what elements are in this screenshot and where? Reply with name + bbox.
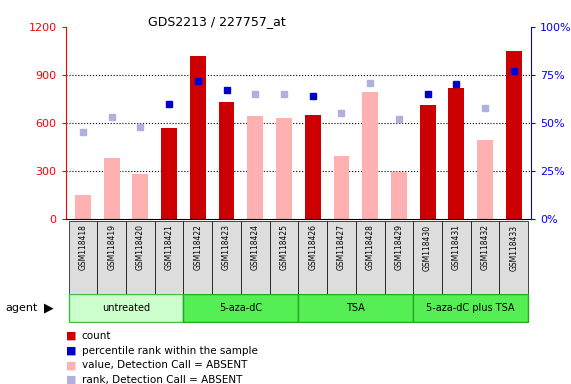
- Bar: [276, 118, 292, 219]
- FancyBboxPatch shape: [471, 221, 500, 294]
- FancyBboxPatch shape: [69, 221, 97, 294]
- Bar: [362, 93, 378, 219]
- FancyBboxPatch shape: [270, 221, 298, 294]
- FancyBboxPatch shape: [413, 221, 442, 294]
- Text: ■: ■: [66, 331, 76, 341]
- Text: GSM118422: GSM118422: [194, 224, 202, 270]
- Text: GSM118419: GSM118419: [107, 224, 116, 270]
- FancyBboxPatch shape: [413, 295, 528, 322]
- Text: GSM118431: GSM118431: [452, 224, 461, 270]
- Text: GDS2213 / 227757_at: GDS2213 / 227757_at: [148, 15, 286, 28]
- Text: GSM118420: GSM118420: [136, 224, 145, 270]
- Bar: [333, 157, 349, 219]
- FancyBboxPatch shape: [155, 221, 183, 294]
- Text: GSM118424: GSM118424: [251, 224, 260, 270]
- FancyBboxPatch shape: [241, 221, 270, 294]
- FancyBboxPatch shape: [384, 221, 413, 294]
- Text: GSM118418: GSM118418: [78, 224, 87, 270]
- Text: value, Detection Call = ABSENT: value, Detection Call = ABSENT: [82, 360, 247, 370]
- FancyBboxPatch shape: [356, 221, 384, 294]
- FancyBboxPatch shape: [126, 221, 155, 294]
- Text: rank, Detection Call = ABSENT: rank, Detection Call = ABSENT: [82, 375, 242, 384]
- FancyBboxPatch shape: [500, 221, 528, 294]
- Bar: [190, 56, 206, 219]
- FancyBboxPatch shape: [298, 295, 413, 322]
- Bar: [219, 102, 235, 219]
- FancyBboxPatch shape: [183, 295, 298, 322]
- Text: GSM118425: GSM118425: [279, 224, 288, 270]
- Bar: [104, 158, 119, 219]
- Text: GSM118433: GSM118433: [509, 224, 518, 271]
- FancyBboxPatch shape: [183, 221, 212, 294]
- FancyBboxPatch shape: [212, 221, 241, 294]
- FancyBboxPatch shape: [327, 221, 356, 294]
- Text: 5-aza-dC plus TSA: 5-aza-dC plus TSA: [427, 303, 515, 313]
- FancyBboxPatch shape: [442, 221, 471, 294]
- Bar: [247, 116, 263, 219]
- Text: agent: agent: [6, 303, 38, 313]
- Text: untreated: untreated: [102, 303, 150, 313]
- Text: GSM118426: GSM118426: [308, 224, 317, 270]
- Text: GSM118428: GSM118428: [365, 224, 375, 270]
- Bar: [477, 141, 493, 219]
- Bar: [161, 127, 177, 219]
- Bar: [420, 105, 436, 219]
- Text: GSM118430: GSM118430: [423, 224, 432, 271]
- Text: TSA: TSA: [347, 303, 365, 313]
- Text: GSM118421: GSM118421: [164, 224, 174, 270]
- Bar: [132, 174, 148, 219]
- Text: percentile rank within the sample: percentile rank within the sample: [82, 346, 258, 356]
- Text: ■: ■: [66, 346, 76, 356]
- FancyBboxPatch shape: [298, 221, 327, 294]
- Bar: [305, 115, 320, 219]
- FancyBboxPatch shape: [97, 221, 126, 294]
- Text: count: count: [82, 331, 111, 341]
- Bar: [448, 88, 464, 219]
- Text: GSM118427: GSM118427: [337, 224, 346, 270]
- FancyBboxPatch shape: [69, 295, 183, 322]
- Bar: [506, 51, 522, 219]
- Text: GSM118423: GSM118423: [222, 224, 231, 270]
- Text: ■: ■: [66, 360, 76, 370]
- Text: GSM118432: GSM118432: [481, 224, 489, 270]
- Bar: [391, 172, 407, 219]
- Text: GSM118429: GSM118429: [395, 224, 403, 270]
- Text: ■: ■: [66, 375, 76, 384]
- Bar: [75, 195, 91, 219]
- Text: ▶: ▶: [44, 302, 53, 315]
- Text: 5-aza-dC: 5-aza-dC: [219, 303, 263, 313]
